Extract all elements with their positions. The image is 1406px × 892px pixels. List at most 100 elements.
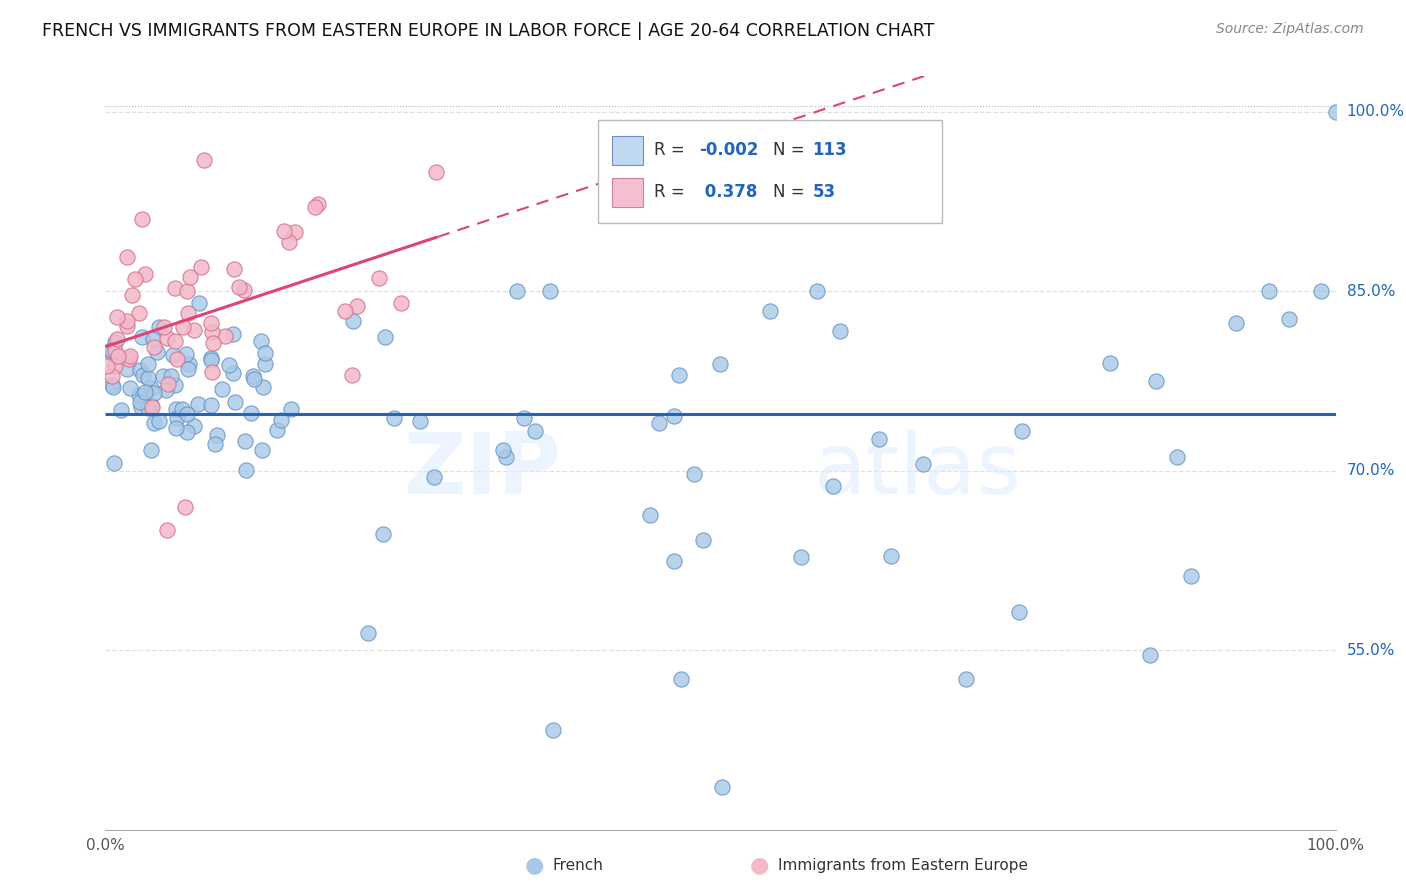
Point bbox=[103, 456, 125, 470]
Text: 100.0%: 100.0% bbox=[1347, 104, 1405, 120]
Point bbox=[283, 225, 305, 239]
Point bbox=[129, 363, 152, 377]
Point bbox=[228, 280, 250, 294]
Point bbox=[1139, 648, 1161, 663]
Point bbox=[165, 421, 187, 435]
Point bbox=[143, 416, 166, 430]
Point bbox=[254, 357, 277, 371]
Point bbox=[541, 723, 564, 738]
Text: R =: R = bbox=[654, 141, 690, 159]
Point bbox=[492, 443, 515, 458]
Point bbox=[233, 434, 256, 448]
Point bbox=[340, 368, 363, 382]
Point bbox=[174, 500, 197, 514]
Point bbox=[662, 554, 685, 568]
Point bbox=[170, 401, 193, 416]
Point bbox=[1144, 375, 1167, 389]
Point bbox=[146, 344, 169, 359]
Point bbox=[101, 346, 124, 360]
Text: French: French bbox=[553, 858, 603, 872]
Point bbox=[124, 272, 146, 286]
Point bbox=[141, 380, 163, 394]
Point bbox=[104, 343, 127, 358]
Point bbox=[683, 467, 706, 481]
Point bbox=[333, 304, 356, 318]
Text: ●: ● bbox=[524, 855, 544, 875]
Point bbox=[134, 268, 156, 282]
Point bbox=[143, 386, 166, 401]
Point bbox=[101, 368, 124, 383]
Point bbox=[159, 368, 181, 383]
Point bbox=[1278, 312, 1301, 326]
Point bbox=[136, 357, 159, 371]
Point bbox=[1099, 356, 1122, 370]
Point bbox=[239, 406, 262, 420]
Point bbox=[242, 368, 264, 383]
Point bbox=[266, 423, 288, 437]
Point bbox=[176, 407, 198, 421]
Point bbox=[121, 287, 143, 301]
Point bbox=[304, 201, 326, 215]
Point bbox=[105, 310, 128, 324]
Point bbox=[200, 351, 222, 365]
Point bbox=[280, 401, 302, 416]
Point bbox=[200, 398, 222, 412]
Point bbox=[495, 450, 517, 464]
Point bbox=[709, 357, 731, 371]
Point bbox=[880, 549, 903, 563]
Point bbox=[868, 432, 890, 446]
Point bbox=[382, 411, 405, 425]
Point bbox=[204, 437, 226, 451]
Point bbox=[176, 425, 198, 439]
Point bbox=[250, 443, 273, 458]
Text: 113: 113 bbox=[813, 141, 848, 159]
Point bbox=[190, 260, 212, 274]
Point bbox=[513, 410, 536, 425]
Point bbox=[1180, 569, 1202, 583]
Text: 70.0%: 70.0% bbox=[1347, 463, 1395, 478]
Point bbox=[174, 347, 197, 361]
Point bbox=[538, 284, 561, 298]
Point bbox=[758, 303, 780, 318]
Point bbox=[242, 372, 264, 386]
Point bbox=[1011, 424, 1033, 438]
Point bbox=[115, 314, 138, 328]
Point bbox=[218, 358, 240, 372]
Point bbox=[152, 319, 174, 334]
Point bbox=[356, 626, 378, 640]
Point bbox=[156, 376, 179, 391]
Point bbox=[273, 224, 295, 238]
Point bbox=[342, 314, 364, 328]
Point bbox=[115, 250, 138, 264]
Point bbox=[148, 319, 170, 334]
Point bbox=[163, 334, 186, 348]
Point bbox=[367, 270, 389, 285]
Point bbox=[136, 370, 159, 384]
Point bbox=[224, 262, 246, 277]
Point bbox=[156, 524, 179, 538]
Text: N =: N = bbox=[773, 183, 810, 201]
Point bbox=[254, 346, 277, 360]
Point bbox=[710, 780, 733, 794]
Text: R =: R = bbox=[654, 183, 690, 201]
Point bbox=[425, 165, 447, 179]
Text: atlas: atlas bbox=[814, 429, 1021, 512]
Text: 53: 53 bbox=[813, 183, 835, 201]
Point bbox=[1008, 605, 1031, 619]
Point bbox=[172, 320, 194, 334]
Text: Immigrants from Eastern Europe: Immigrants from Eastern Europe bbox=[778, 858, 1028, 872]
Point bbox=[117, 352, 139, 367]
Point bbox=[131, 212, 153, 227]
Point bbox=[101, 377, 124, 392]
Point bbox=[162, 348, 184, 362]
Point bbox=[423, 470, 446, 484]
Point bbox=[188, 296, 211, 310]
Point bbox=[200, 325, 222, 339]
Point bbox=[200, 316, 222, 330]
Point bbox=[823, 479, 845, 493]
Point bbox=[166, 352, 188, 367]
Point bbox=[128, 388, 150, 402]
Text: ZIP: ZIP bbox=[404, 429, 561, 512]
Point bbox=[668, 368, 690, 383]
Point bbox=[163, 377, 186, 392]
